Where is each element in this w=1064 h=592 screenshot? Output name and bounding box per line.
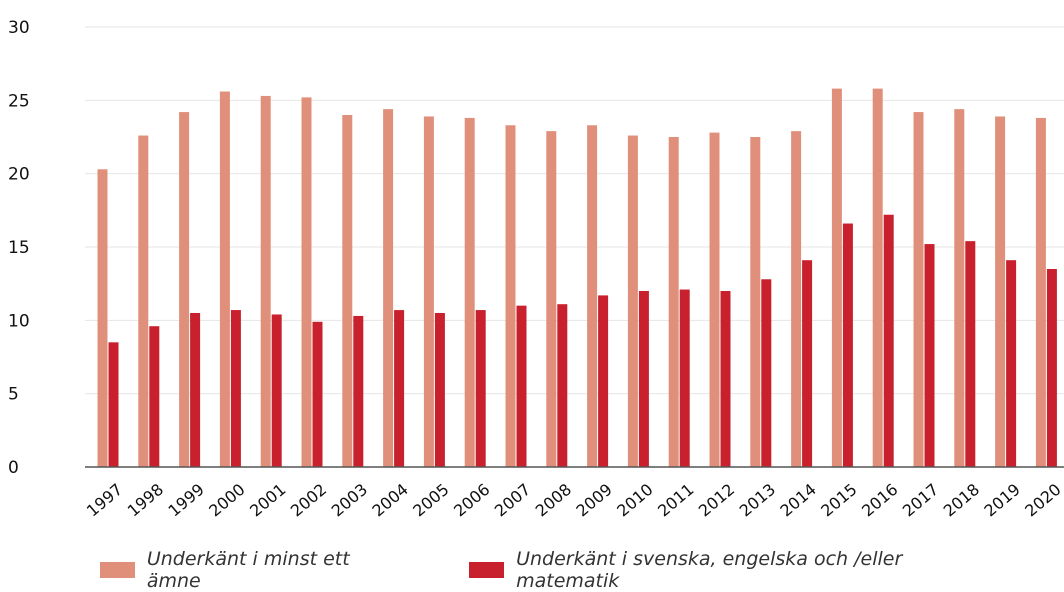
bar-series-2-1997: [108, 342, 119, 467]
x-tick-label: 1997: [83, 480, 126, 521]
legend: Underkänt i minst ett ämne Underkänt i s…: [100, 548, 1064, 592]
y-axis-ticks: 0 5 10 15 20 25 30: [8, 18, 30, 478]
bar-series-1-2008: [546, 131, 557, 467]
bar-series-1-2013: [750, 137, 761, 467]
y-tick-label: 15: [8, 238, 30, 258]
x-tick-label: 2011: [654, 480, 697, 521]
legend-swatch-series-1: [100, 562, 135, 578]
bar-series-1-2003: [342, 115, 353, 467]
y-tick-label: 5: [8, 385, 19, 405]
bar-series-1-2009: [587, 125, 598, 468]
x-axis-ticks: 1997199819992000200120022003200420052006…: [83, 480, 1064, 521]
bar-series-1-2015: [831, 88, 842, 467]
bar-series-2-2018: [965, 241, 976, 467]
bar-series-2-2014: [802, 260, 813, 467]
x-tick-label: 2013: [736, 480, 779, 521]
y-tick-label: 30: [8, 18, 30, 38]
x-tick-label: 2008: [532, 480, 575, 521]
x-tick-label: 1998: [124, 480, 167, 521]
bar-series-1-2000: [219, 91, 230, 468]
bar-series-2-2005: [434, 313, 445, 467]
bar-series-1-1999: [179, 112, 190, 468]
bar-series-1-2020: [1035, 117, 1046, 467]
x-tick-label: 2004: [368, 480, 411, 521]
x-tick-label: 2005: [409, 480, 452, 521]
bar-series-1-2002: [301, 97, 312, 468]
bar-series-2-2004: [394, 310, 405, 467]
y-tick-label: 10: [8, 311, 30, 331]
bar-series-2-2006: [475, 310, 486, 467]
bar-series-1-2004: [383, 109, 394, 467]
bar-series-1-1998: [138, 135, 149, 468]
bar-series-1-2001: [260, 95, 271, 467]
legend-label-series-2: Underkänt i svenska, engelska och /eller…: [516, 548, 903, 592]
gridlines: [85, 26, 1064, 395]
bar-series-2-2008: [557, 304, 568, 467]
bar-series-2-2013: [761, 279, 772, 467]
x-tick-label: 2016: [858, 480, 901, 521]
y-tick-label: 25: [8, 91, 30, 111]
x-tick-label: 2003: [328, 480, 371, 521]
legend-item-series-1: Underkänt i minst ett ämne: [100, 548, 401, 592]
x-tick-label: 2010: [613, 480, 656, 521]
bar-series-1-2012: [709, 132, 720, 467]
bar-series-2-2001: [271, 314, 282, 467]
bar-series-1-2016: [872, 88, 883, 467]
bar-series-1-1997: [97, 169, 108, 467]
legend-item-series-2: Underkänt i svenska, engelska och /eller…: [469, 548, 996, 592]
legend-label-series-1: Underkänt i minst ett ämne: [146, 548, 350, 592]
bar-series-1-2010: [627, 135, 638, 468]
bar-series-2-1998: [149, 326, 160, 467]
bar-series-2-2002: [312, 321, 323, 467]
bar-series-1-2006: [464, 117, 475, 467]
x-tick-label: 2015: [817, 480, 860, 521]
bar-series-2-2009: [598, 295, 609, 467]
x-tick-label: 2001: [246, 480, 289, 521]
bar-series-1-2005: [423, 116, 434, 467]
x-tick-label: 2012: [695, 480, 738, 521]
bars: [97, 88, 1057, 468]
bar-series-2-1999: [190, 313, 201, 467]
bar-series-2-2000: [230, 310, 241, 467]
x-tick-label: 2017: [899, 480, 942, 521]
y-tick-label: 0: [8, 458, 19, 478]
x-tick-label: 2009: [572, 480, 615, 521]
y-tick-label: 20: [8, 165, 30, 185]
bar-series-2-2012: [720, 291, 731, 467]
x-tick-label: 2002: [287, 480, 330, 521]
bar-series-2-2017: [924, 244, 935, 467]
x-tick-label: 2000: [205, 480, 248, 521]
bar-series-1-2018: [954, 109, 965, 467]
x-tick-label: 2006: [450, 480, 493, 521]
x-tick-label: 2014: [776, 480, 819, 521]
bar-series-2-2020: [1046, 269, 1057, 467]
bar-series-1-2019: [995, 116, 1006, 467]
bar-series-2-2016: [883, 214, 894, 467]
x-tick-label: 2019: [980, 480, 1023, 521]
x-tick-label: 2020: [1021, 480, 1064, 521]
x-tick-label: 1999: [164, 480, 207, 521]
x-tick-label: 2018: [940, 480, 983, 521]
bar-series-1-2017: [913, 112, 924, 468]
bar-series-1-2011: [668, 137, 679, 467]
bar-series-2-2003: [353, 315, 364, 467]
bar-series-2-2007: [516, 305, 527, 467]
bar-series-1-2007: [505, 125, 516, 468]
bar-series-2-2010: [638, 291, 649, 467]
bar-series-1-2014: [791, 131, 802, 467]
bar-series-2-2015: [842, 223, 853, 467]
bar-series-2-2019: [1006, 260, 1017, 467]
x-tick-label: 2007: [491, 480, 534, 521]
bar-series-2-2011: [679, 289, 690, 467]
legend-swatch-series-2: [469, 562, 505, 578]
